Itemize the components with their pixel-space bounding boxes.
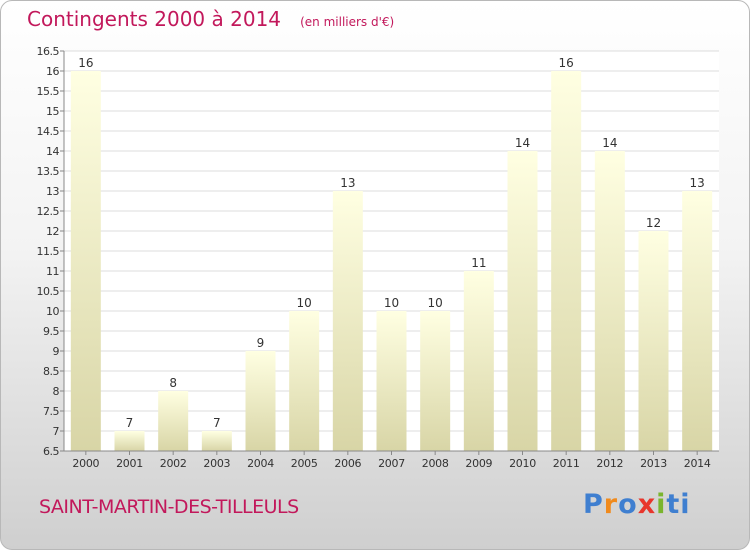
x-tick-label: 2013: [640, 457, 667, 470]
y-tick-label: 10.5: [37, 285, 60, 298]
x-tick-label: 2014: [684, 457, 711, 470]
bars: 16 7 8 7 9 10 13 10 10 11 14 16 14 12 13: [70, 56, 713, 451]
x-tick-label: 2008: [422, 457, 449, 470]
title-row: Contingents 2000 à 2014 (en milliers d'€…: [27, 7, 394, 31]
data-label: 7: [126, 416, 134, 430]
y-tick-label: 13: [46, 185, 59, 198]
y-tick-label: 12: [46, 225, 59, 238]
x-tick-label: 2007: [378, 457, 405, 470]
data-label: 9: [257, 336, 265, 350]
x-tick-label: 2010: [509, 457, 536, 470]
y-tick-label: 16: [46, 65, 59, 78]
data-label: 16: [559, 56, 574, 70]
bar: [463, 271, 494, 451]
y-tick-label: 10: [46, 305, 59, 318]
x-tick-label: 2005: [291, 457, 318, 470]
bar: [682, 191, 713, 451]
bar: [376, 311, 407, 451]
x-tick-label: 2000: [72, 457, 99, 470]
bar: [551, 71, 582, 451]
bar: [245, 351, 276, 451]
place-name: SAINT-MARTIN-DES-TILLEULS: [39, 496, 299, 518]
data-label: 10: [384, 296, 399, 310]
bar: [638, 231, 669, 451]
y-tick-label: 9: [53, 345, 60, 358]
data-label: 13: [340, 176, 355, 190]
x-tick-label: 2006: [334, 457, 361, 470]
bar: [507, 151, 538, 451]
x-tick-label: 2012: [596, 457, 623, 470]
data-label: 14: [602, 136, 617, 150]
chart-title: Contingents 2000 à 2014: [27, 7, 282, 31]
axes: 6.5 7 7.5 8 8.5 9 9.5 10 10.5 11 11.5 12 12.5 13 13.5 1…: [37, 45, 719, 470]
bar: [594, 151, 625, 451]
y-tick-label: 14.5: [37, 125, 60, 138]
data-label: 14: [515, 136, 530, 150]
data-label: 10: [297, 296, 312, 310]
bar: [332, 191, 363, 451]
y-tick-label: 7.5: [43, 405, 59, 418]
data-label: 10: [428, 296, 443, 310]
x-tick-label: 2004: [247, 457, 274, 470]
y-tick-label: 8.5: [43, 365, 59, 378]
y-tick-label: 11: [46, 265, 59, 278]
x-tick-label: 2003: [203, 457, 230, 470]
y-tick-label: 16.5: [37, 45, 60, 58]
x-tick-label: 2002: [160, 457, 187, 470]
x-tick-label: 2001: [116, 457, 143, 470]
data-label: 7: [213, 416, 221, 430]
y-tick-label: 7: [53, 425, 60, 438]
data-label: 13: [690, 176, 705, 190]
bar: [289, 311, 320, 451]
chart-subtitle: (en milliers d'€): [300, 15, 395, 29]
y-tick-label: 13.5: [37, 165, 60, 178]
bar: [201, 431, 232, 451]
y-tick-label: 15.5: [37, 85, 60, 98]
data-label: 12: [646, 216, 661, 230]
y-tick-label: 11.5: [37, 245, 60, 258]
x-tick-label: 2009: [465, 457, 492, 470]
data-label: 11: [471, 256, 486, 270]
bar: [158, 391, 189, 451]
data-label: 8: [169, 376, 177, 390]
y-tick-label: 15: [46, 105, 59, 118]
bar: [70, 71, 101, 451]
bar: [114, 431, 145, 451]
y-tick-label: 14: [46, 145, 59, 158]
bar: [420, 311, 451, 451]
y-tick-label: 9.5: [43, 325, 59, 338]
x-tick-label: 2011: [553, 457, 580, 470]
data-label: 16: [78, 56, 93, 70]
y-tick-label: 12.5: [37, 205, 60, 218]
y-tick-label: 6.5: [43, 445, 59, 458]
y-tick-label: 8: [53, 385, 60, 398]
proxiti-logo: Proxiti: [583, 489, 691, 520]
